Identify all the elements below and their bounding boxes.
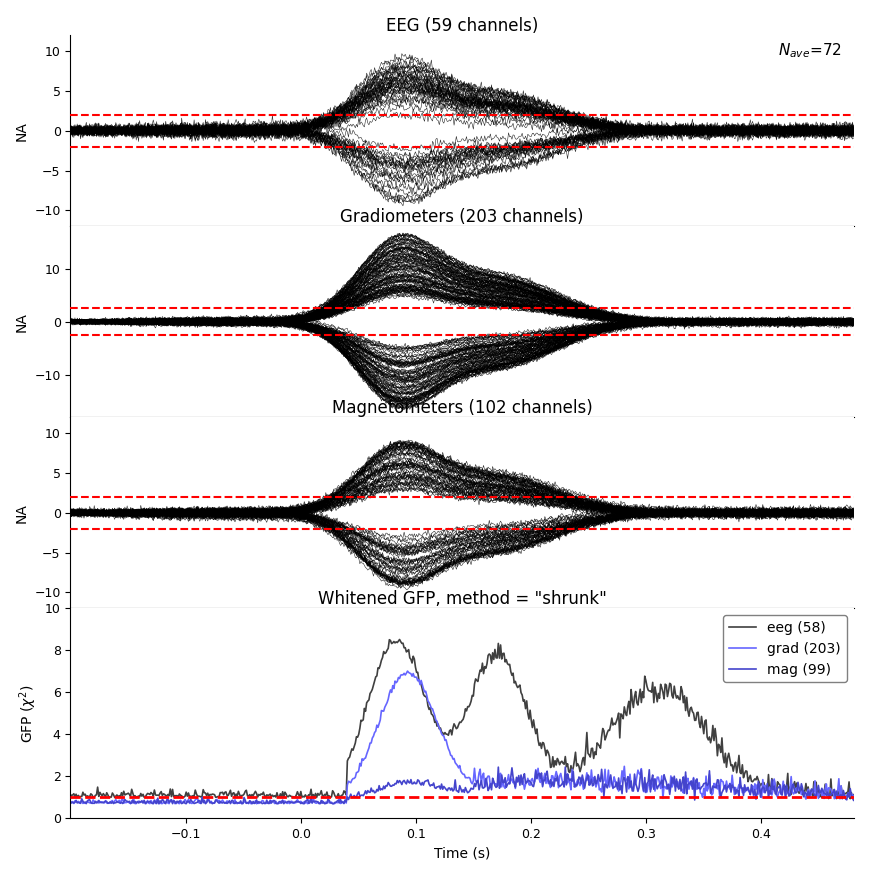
Y-axis label: NA: NA (15, 121, 29, 141)
mag (99) (582, 773, 592, 783)
grad (203) (65, 798, 76, 809)
eeg (58) (444, 725, 455, 736)
Y-axis label: GFP ($\chi^2$): GFP ($\chi^2$) (18, 684, 40, 743)
mag (99) (200, 798, 210, 809)
Line: mag (99): mag (99) (70, 767, 854, 803)
Title: Whitened GFP, method = "shrunk": Whitened GFP, method = "shrunk" (318, 590, 606, 608)
X-axis label: Time (s): Time (s) (434, 620, 490, 634)
mag (99) (401, 779, 412, 789)
eeg (58) (240, 786, 251, 796)
eeg (58) (401, 647, 412, 657)
grad (203) (252, 798, 262, 809)
Line: grad (203): grad (203) (70, 671, 854, 803)
grad (203) (401, 668, 412, 678)
Text: $N_{ave}$=72: $N_{ave}$=72 (778, 41, 842, 60)
Y-axis label: NA: NA (15, 502, 29, 523)
mag (99) (65, 796, 76, 807)
eeg (58) (187, 791, 197, 802)
eeg (58) (394, 634, 405, 645)
mag (99) (444, 782, 455, 793)
mag (99) (241, 798, 252, 809)
mag (99) (187, 796, 197, 807)
mag (99) (848, 795, 859, 805)
eeg (58) (848, 789, 859, 800)
grad (203) (445, 750, 456, 760)
Y-axis label: NA: NA (15, 312, 29, 332)
mag (99) (217, 797, 228, 808)
grad (203) (402, 666, 413, 677)
Legend: eeg (58), grad (203), mag (99): eeg (58), grad (203), mag (99) (723, 615, 847, 682)
grad (203) (240, 797, 251, 808)
Line: eeg (58): eeg (58) (70, 640, 854, 799)
eeg (58) (845, 794, 855, 804)
grad (203) (582, 767, 592, 778)
eeg (58) (216, 788, 227, 798)
grad (203) (187, 798, 197, 809)
eeg (58) (65, 792, 76, 803)
Title: Magnetometers (102 channels): Magnetometers (102 channels) (332, 400, 592, 417)
mag (99) (560, 762, 570, 773)
eeg (58) (581, 744, 591, 755)
Title: Gradiometers (203 channels): Gradiometers (203 channels) (341, 208, 583, 226)
grad (203) (848, 792, 859, 803)
Title: EEG (59 channels): EEG (59 channels) (385, 17, 539, 35)
grad (203) (216, 796, 227, 807)
X-axis label: Time (s): Time (s) (434, 847, 490, 861)
